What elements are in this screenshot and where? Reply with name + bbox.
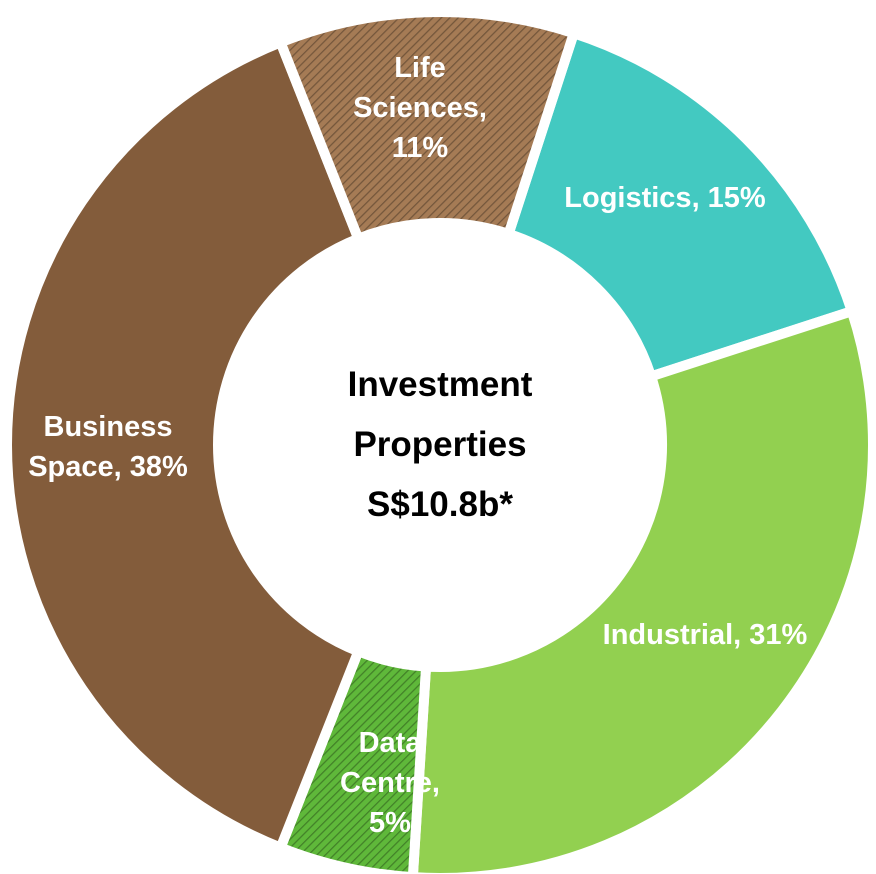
- data-label: Life Sciences, 11%: [353, 52, 487, 164]
- center-label: Investment Properties S$10.8b*: [347, 365, 533, 524]
- donut-segment: [502, 26, 859, 383]
- donut-segment: [2, 35, 365, 855]
- donut-segment: [408, 304, 876, 874]
- data-label: Data Centre, 5%: [340, 727, 440, 839]
- data-label: Business Space, 38%: [28, 411, 188, 483]
- donut-segment: [274, 7, 581, 246]
- data-label: Logistics, 15%: [564, 182, 766, 214]
- data-label: Industrial, 31%: [602, 619, 808, 651]
